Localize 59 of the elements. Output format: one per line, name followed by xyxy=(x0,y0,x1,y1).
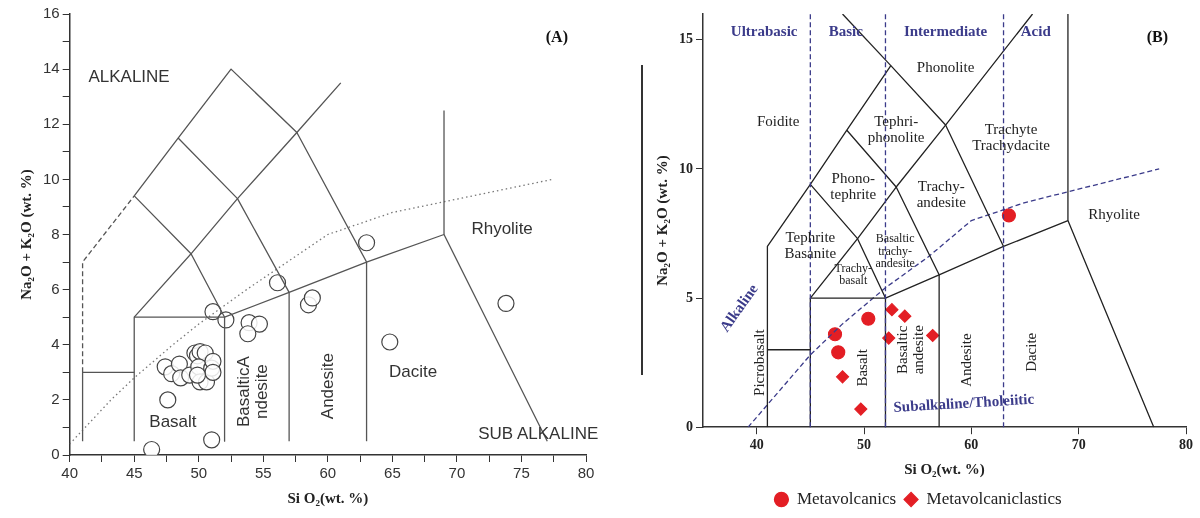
y-tick-label: 15 xyxy=(679,31,693,47)
x-tick-label: 70 xyxy=(1071,437,1086,453)
annotation: Acid xyxy=(1020,22,1052,39)
y-tick-label: 0 xyxy=(686,418,693,434)
annotation: BasalticA ndesite xyxy=(233,355,271,428)
x-tick-label: 55 xyxy=(254,464,272,482)
y-tick-label: 5 xyxy=(686,289,693,305)
x-tick-label: 50 xyxy=(857,437,871,453)
annotation: Rhyolite xyxy=(471,218,533,238)
x-tick-label: 40 xyxy=(749,437,764,453)
annotation: ALKALINE xyxy=(88,67,170,87)
legend-label: Metavolcaniclastics xyxy=(926,488,1062,508)
y-tick-label: 14 xyxy=(43,59,60,77)
y-axis-title: Na₂O + K₂O (wt. %) xyxy=(653,155,671,286)
x-tick-label: 80 xyxy=(1179,437,1193,453)
annotation: Dacite xyxy=(388,362,438,381)
annotation: Trachy- andesite xyxy=(916,177,967,210)
annotation: Rhyolite xyxy=(1088,206,1141,223)
x-tick-label: 40 xyxy=(61,464,79,482)
text: (B) xyxy=(1146,28,1168,47)
y-tick-label: 6 xyxy=(51,279,60,297)
y-tick-label: 8 xyxy=(51,224,60,242)
x-tick-label: 60 xyxy=(964,437,979,453)
y-tick-label: 10 xyxy=(43,169,60,187)
y-tick-label: 10 xyxy=(679,160,693,176)
y-tick-label: 4 xyxy=(51,334,60,352)
annotation: Phonolite xyxy=(916,59,975,76)
y-tick-label: 12 xyxy=(43,114,60,132)
annotation: Trachy- basalt xyxy=(834,260,873,288)
annotation: Intermediate xyxy=(903,22,988,39)
x-tick-label: 75 xyxy=(513,464,530,482)
x-axis-title: Si O₂(wt. %) xyxy=(287,489,369,507)
annotation: Ultrabasic xyxy=(730,22,798,39)
annotation: Basalt xyxy=(853,348,870,387)
x-tick-label: 70 xyxy=(448,464,466,482)
x-tick-label: 65 xyxy=(384,464,401,482)
x-axis-title: Si O₂(wt. %) xyxy=(904,460,985,478)
annotation: Basaltic andesite xyxy=(894,324,927,375)
annotation: Basaltic trachy- andesite xyxy=(875,231,915,271)
annotation: Dacite xyxy=(1023,332,1040,372)
x-tick-label: 60 xyxy=(319,464,337,482)
y-tick-label: 0 xyxy=(51,445,60,463)
annotation: Subalkaline/Tholeiitic xyxy=(892,390,1035,416)
text: (A) xyxy=(545,28,568,47)
annotation: Tephrite Basanite xyxy=(784,229,837,262)
y-tick-label: 2 xyxy=(51,390,60,408)
annotation: Tephri- phonolite xyxy=(867,113,925,146)
annotation: Andesite xyxy=(957,333,974,387)
y-tick-label: 16 xyxy=(43,4,60,22)
x-tick-label: 45 xyxy=(125,464,143,482)
legend-label: Metavolcanics xyxy=(796,488,897,508)
y-axis-title: Na₂O + K₂O (wt. %) xyxy=(17,169,35,300)
x-tick-label: 50 xyxy=(190,464,208,482)
annotation: Foidite xyxy=(756,113,800,130)
x-tick-label: 80 xyxy=(577,464,595,482)
annotation: Trachyte Trachydacite xyxy=(972,121,1051,153)
annotation: Phono- tephrite xyxy=(830,170,877,202)
annotation: Basalt xyxy=(149,411,197,431)
annotation: Andesite xyxy=(317,353,337,420)
